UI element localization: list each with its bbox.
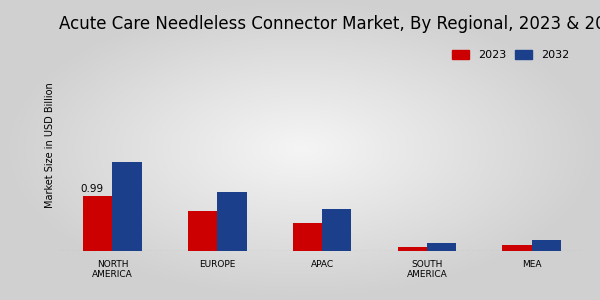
Bar <box>217 192 247 250</box>
Y-axis label: Market Size in USD Billion: Market Size in USD Billion <box>45 82 55 208</box>
Text: Acute Care Needleless Connector Market, By Regional, 2023 & 2032: Acute Care Needleless Connector Market, … <box>59 15 600 33</box>
Bar <box>322 209 352 250</box>
Bar <box>532 240 561 250</box>
Bar <box>502 245 532 250</box>
Bar <box>83 196 112 250</box>
Bar <box>398 247 427 250</box>
Text: 0.99: 0.99 <box>80 184 103 194</box>
Bar <box>427 243 456 250</box>
Bar <box>188 211 217 250</box>
Bar <box>112 162 142 250</box>
Bar <box>293 223 322 250</box>
Legend: 2023, 2032: 2023, 2032 <box>452 50 569 60</box>
